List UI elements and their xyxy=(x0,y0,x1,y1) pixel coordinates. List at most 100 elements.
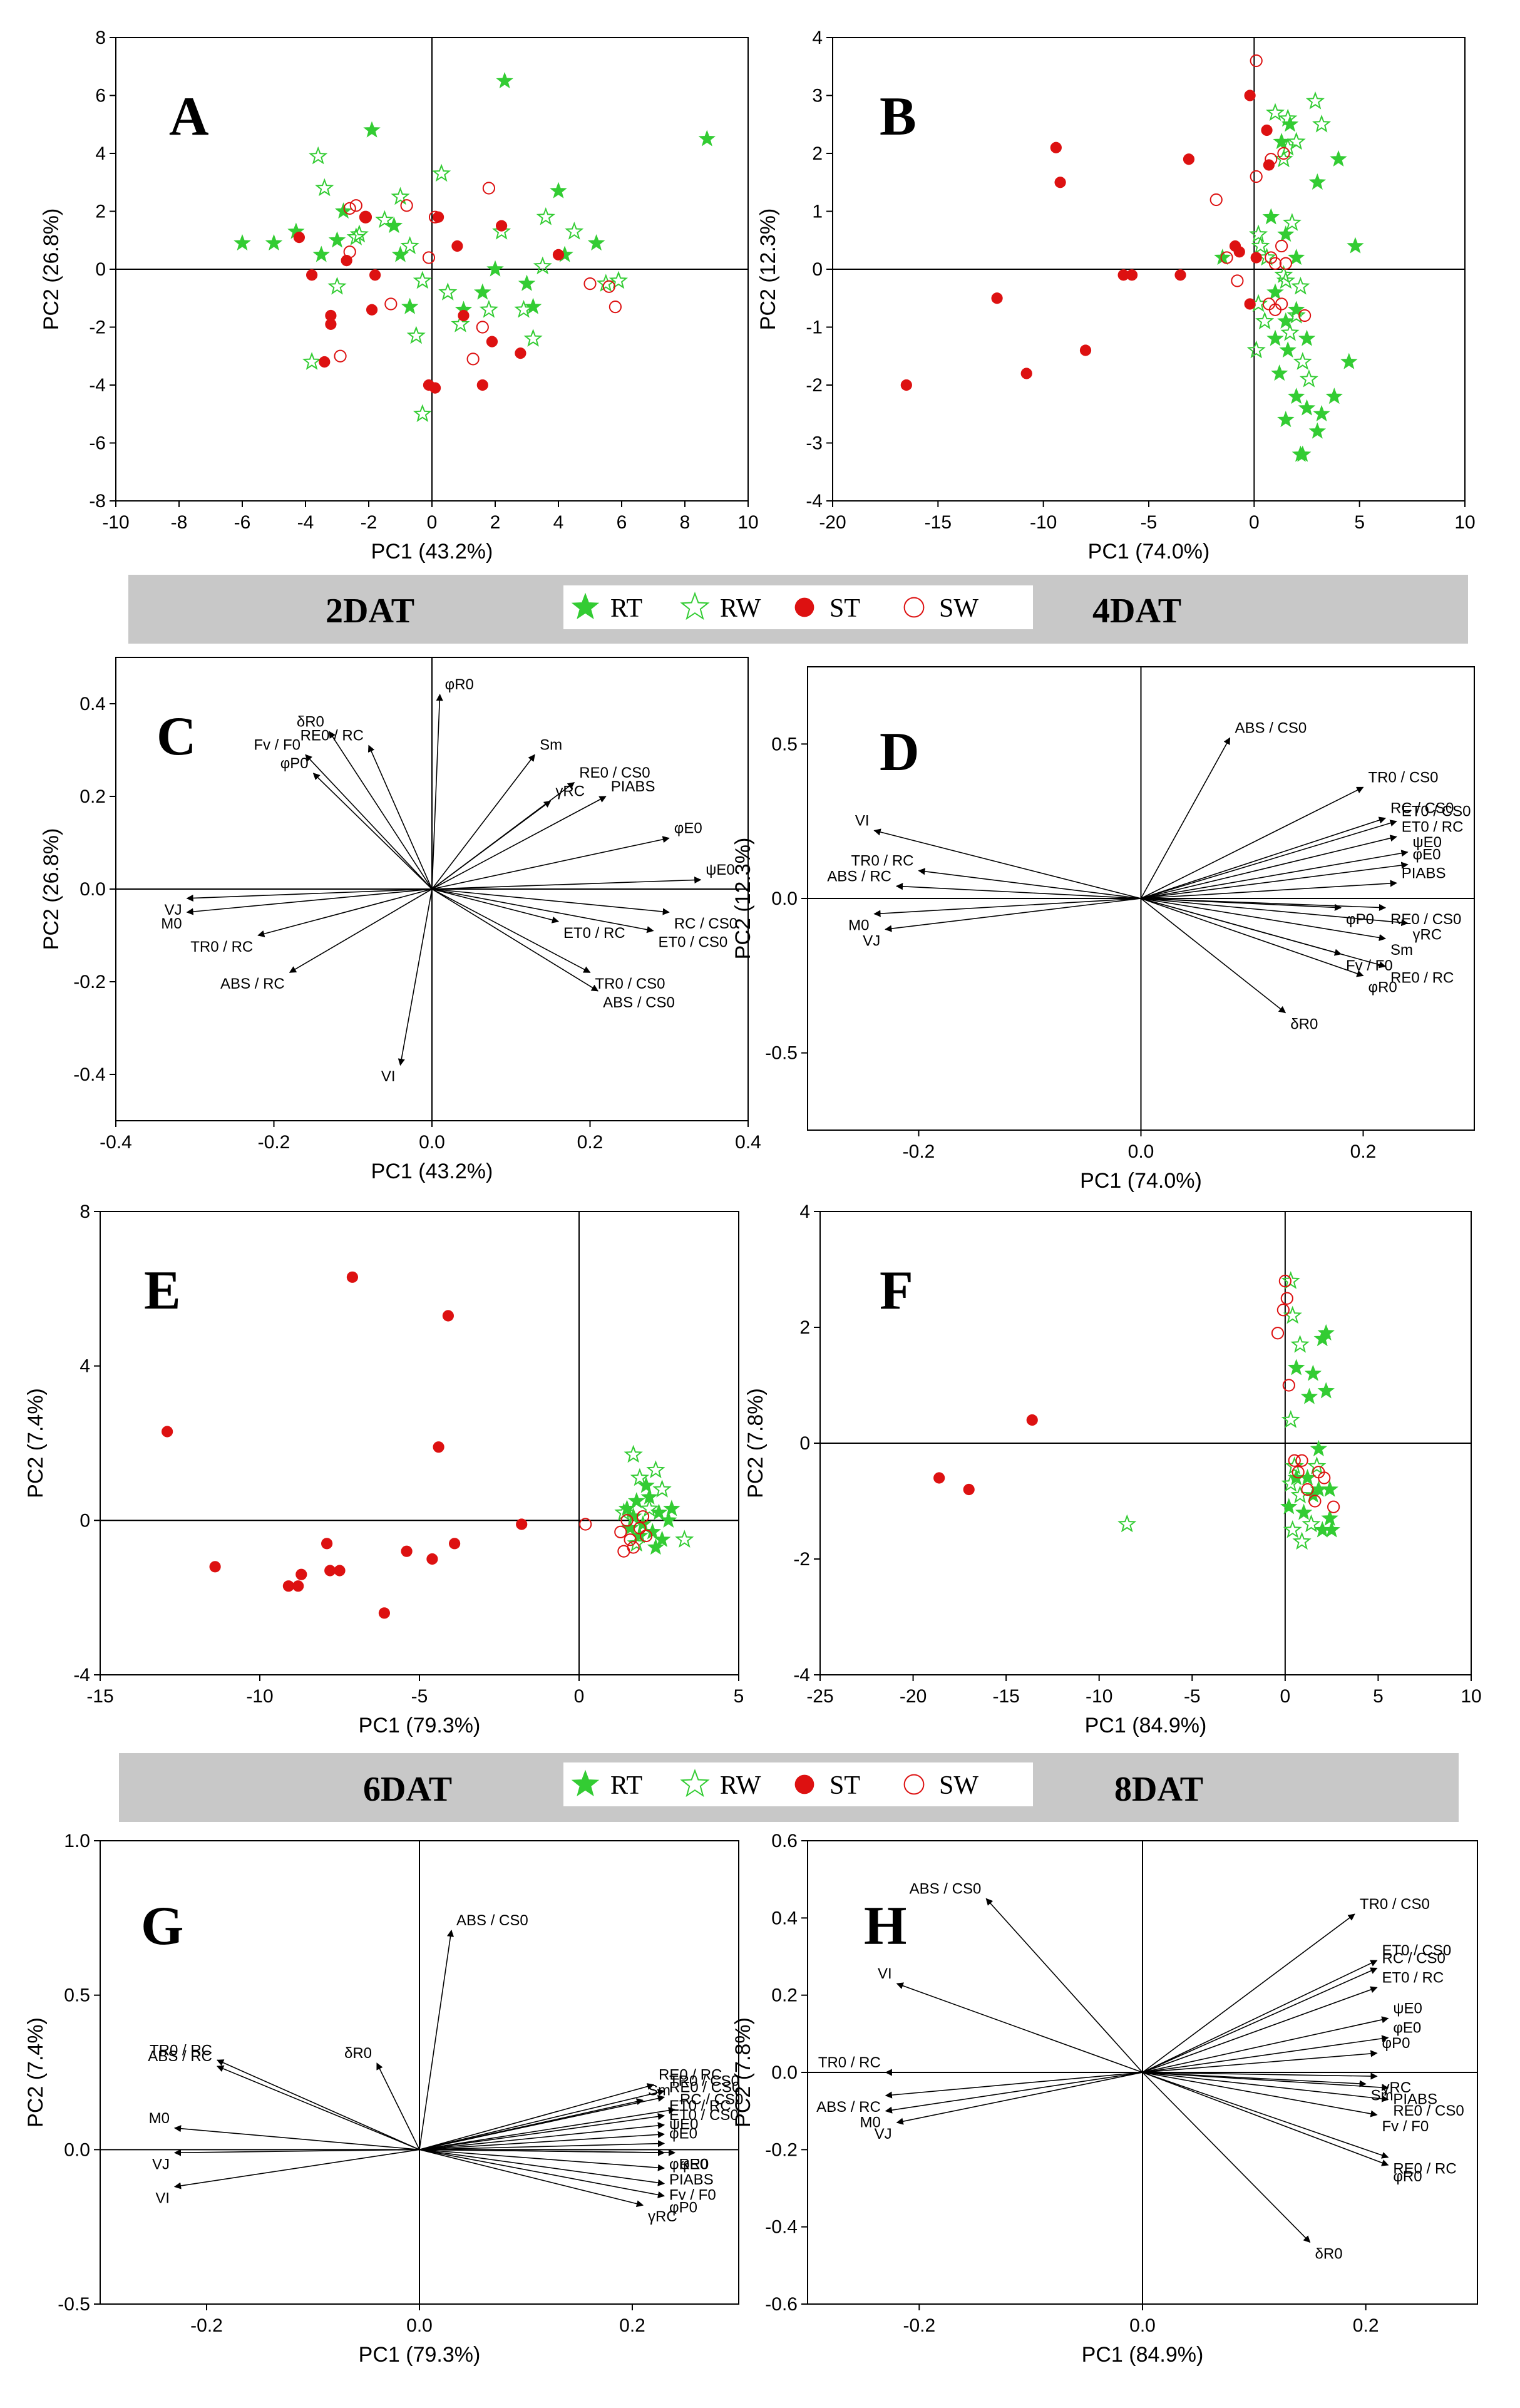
data-point xyxy=(1275,297,1288,311)
loading-arrow xyxy=(376,2062,420,2150)
legend-marker xyxy=(794,597,814,617)
x-tick-label: -0.2 xyxy=(190,2315,223,2336)
data-point xyxy=(1271,364,1288,381)
data-point xyxy=(624,1444,643,1463)
loading-arrow xyxy=(173,2125,420,2151)
data-point xyxy=(1285,1456,1304,1474)
loading-arrow xyxy=(885,898,1141,932)
data-point xyxy=(1277,312,1295,329)
loading-label: VJ xyxy=(165,902,182,918)
loading-label: ABS / RC xyxy=(827,868,891,885)
loading-arrow xyxy=(1142,2035,1389,2073)
y-tick-label: 0.5 xyxy=(64,1985,90,2006)
y-tick-label: 6 xyxy=(95,86,106,106)
loading-label: ET0 / RC xyxy=(669,2097,731,2114)
loading-arrow xyxy=(1141,898,1387,942)
series-rt xyxy=(1214,115,1364,462)
data-point xyxy=(602,280,615,293)
legend-label: SW xyxy=(939,1771,978,1800)
y-tick-label: 2 xyxy=(95,202,106,222)
legend: RT RW ST SW xyxy=(571,1769,978,1800)
data-point xyxy=(1287,1359,1305,1376)
data-point xyxy=(1305,91,1325,110)
legend-label: RT xyxy=(610,594,642,623)
y-tick-label: -0.2 xyxy=(73,972,106,992)
data-point xyxy=(391,187,410,205)
legend-label: SW xyxy=(939,594,978,623)
x-tick-label: 0.0 xyxy=(419,1132,445,1153)
x-tick-label: 2 xyxy=(490,512,501,533)
data-point xyxy=(1250,252,1262,264)
y-axis-title: PC2 (12.3%) xyxy=(731,838,755,960)
data-point xyxy=(325,309,337,322)
data-point xyxy=(644,1523,662,1540)
data-point xyxy=(1308,422,1327,439)
series-rw xyxy=(1117,1271,1327,1550)
series-sw xyxy=(334,182,622,366)
loading-arrow xyxy=(419,2149,665,2198)
loading-label: TR0 / CS0 xyxy=(1360,1896,1430,1913)
data-point xyxy=(400,236,419,254)
loading-arrow xyxy=(329,731,433,890)
loading-arrow xyxy=(398,888,433,1066)
y-axis-title: PC2 (7.8%) xyxy=(731,2017,755,2128)
loading-arrow xyxy=(896,1982,1143,2073)
loading-label: ET0 / CS0 xyxy=(1402,803,1471,820)
data-point xyxy=(406,326,426,344)
loading-arrow xyxy=(1142,2072,1389,2091)
data-point xyxy=(1275,239,1288,253)
legend: RT RW ST SW xyxy=(571,592,978,623)
legend-item-rt: RT xyxy=(571,592,642,623)
data-point xyxy=(1183,153,1195,165)
x-tick-label: -5 xyxy=(411,1686,428,1707)
data-point xyxy=(1278,1274,1291,1288)
data-point xyxy=(359,211,372,223)
panel-e: -15 -10 -5 0 5 -4 0 4 8 PC1 (79.3%) PC2 (7.4%) E xyxy=(24,1201,744,1737)
loading-label: TR0 / RC xyxy=(818,2054,881,2071)
data-point xyxy=(587,234,605,251)
series-st xyxy=(293,211,565,394)
loading-arrow xyxy=(1142,1913,1355,2073)
loading-arrow xyxy=(419,2089,665,2151)
data-point xyxy=(292,1580,304,1592)
x-tick-label: -15 xyxy=(992,1686,1019,1707)
x-tick-label: 6 xyxy=(617,512,627,533)
data-point xyxy=(1288,1454,1301,1467)
data-point xyxy=(1300,1387,1318,1404)
data-point xyxy=(476,379,488,391)
data-point xyxy=(1290,1485,1310,1504)
loading-arrow xyxy=(431,888,599,992)
data-point xyxy=(1174,269,1186,281)
data-point xyxy=(617,1545,630,1558)
loading-label: RE0 / RC xyxy=(659,2067,722,2084)
legend-marker xyxy=(903,597,925,618)
panel-letter: G xyxy=(141,1896,183,1957)
loading-label: M0 xyxy=(149,2110,170,2127)
loading-arrow xyxy=(1142,1986,1378,2073)
loading-arrow xyxy=(1142,2072,1311,2243)
x-tick-label: 0.2 xyxy=(1353,2315,1379,2336)
loading-label: ABS / RC xyxy=(220,975,285,992)
data-point xyxy=(1281,1473,1300,1492)
data-point xyxy=(413,270,432,289)
legend-label: RT xyxy=(610,1771,642,1800)
y-tick-label: 0.4 xyxy=(80,694,106,714)
data-point xyxy=(413,404,432,423)
data-point xyxy=(302,352,322,370)
data-point xyxy=(1026,1414,1038,1426)
panel-letter: A xyxy=(169,86,209,147)
loading-label: φE0 xyxy=(1413,846,1441,863)
loading-arrow xyxy=(1141,862,1409,899)
data-point xyxy=(1274,149,1293,168)
series-rw xyxy=(302,146,629,423)
data-point xyxy=(328,231,346,248)
data-point xyxy=(628,1492,645,1509)
loading-label: VI xyxy=(381,1068,396,1085)
x-tick-label: -0.2 xyxy=(903,2315,935,2336)
data-point xyxy=(637,1476,655,1493)
legend-item-sw: SW xyxy=(903,594,978,623)
legend-label: RW xyxy=(720,594,761,623)
x-tick-label: -10 xyxy=(102,512,129,533)
loading-arrow xyxy=(885,2072,1143,2114)
data-point xyxy=(647,1538,665,1555)
